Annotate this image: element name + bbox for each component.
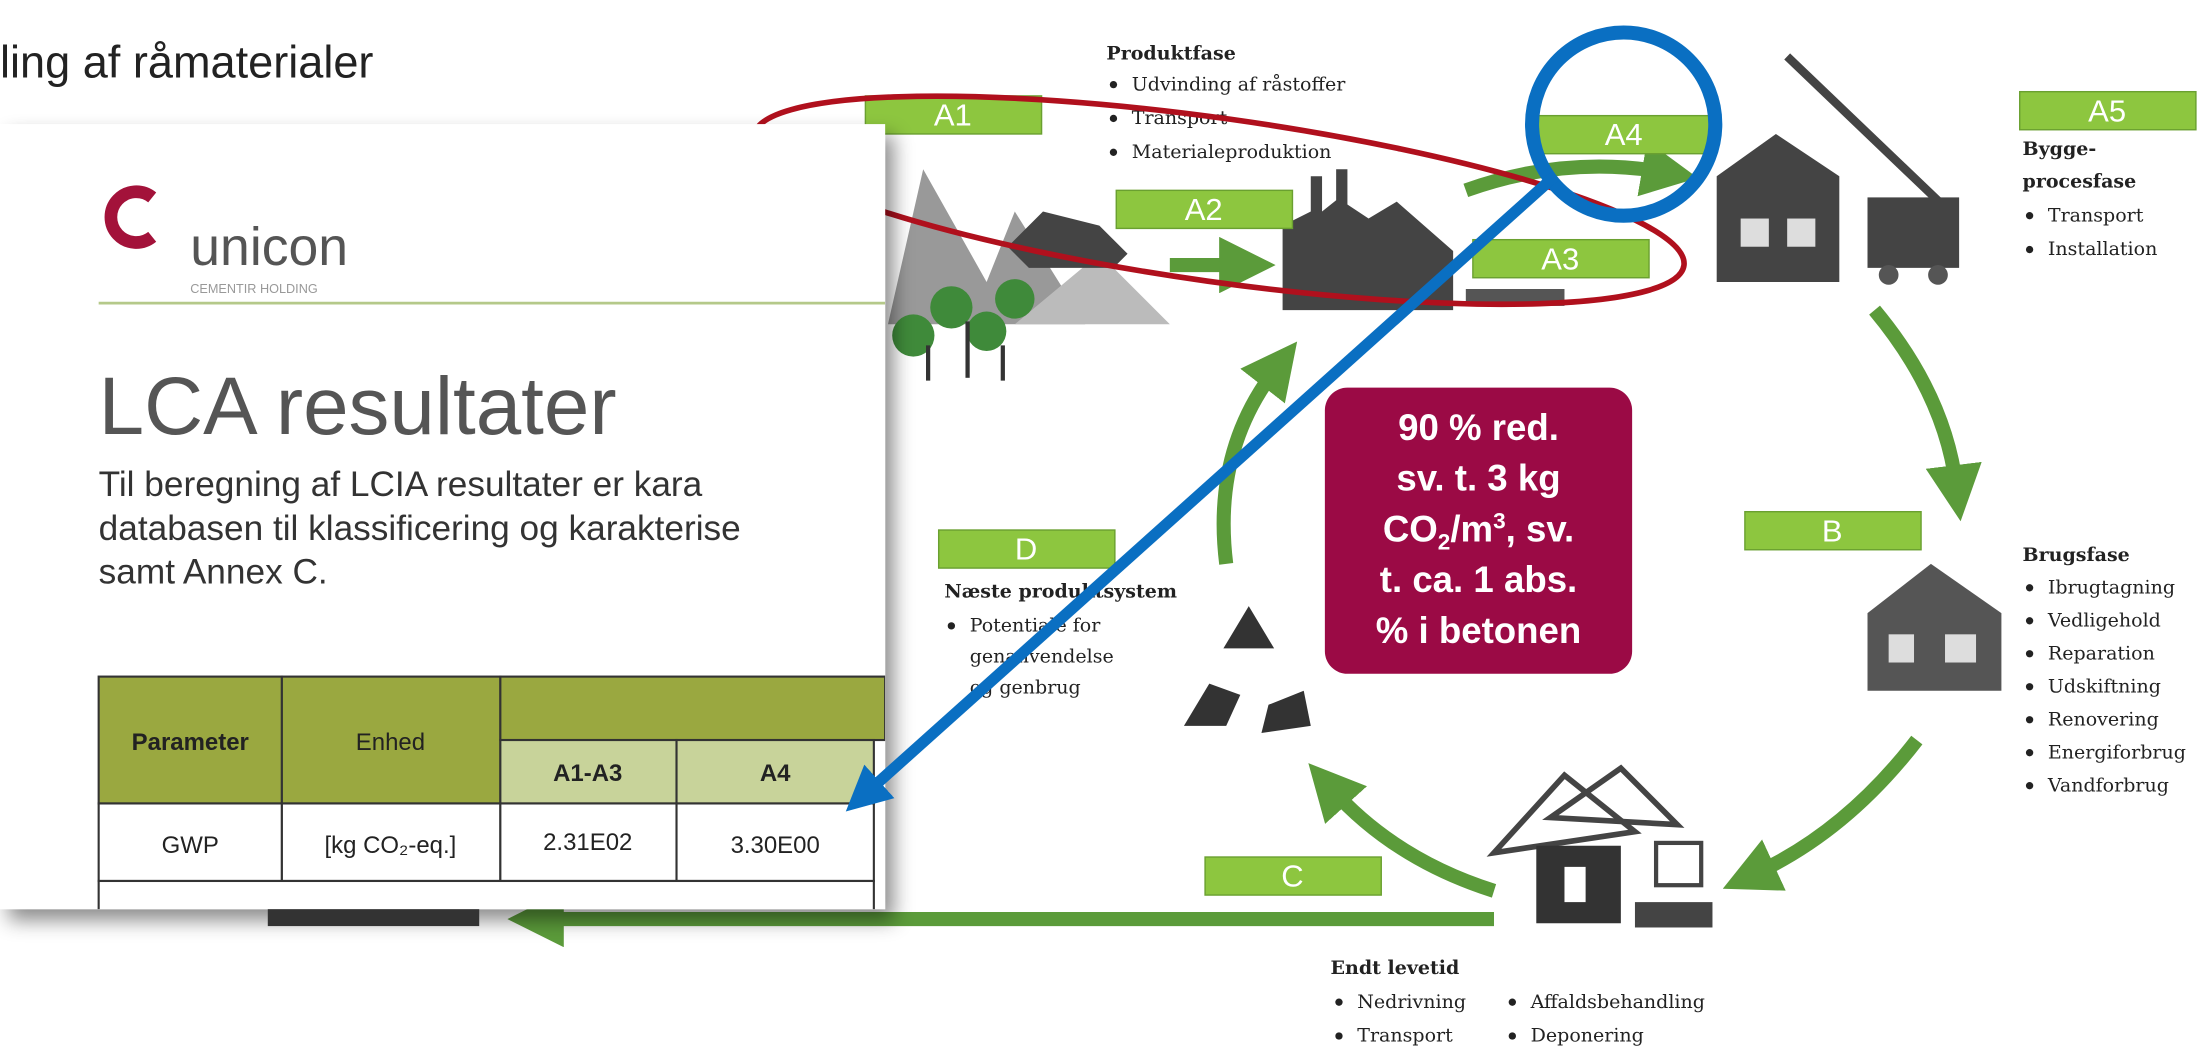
bullet	[2026, 782, 2033, 789]
logo-sub: CEMENTIR HOLDING	[190, 282, 317, 296]
stage-label: D	[1015, 532, 1037, 567]
phase-item: Udvinding af råstoffer	[1132, 73, 1346, 95]
phase-item: Transport	[2048, 204, 2144, 226]
table-cell: GWP	[162, 832, 219, 859]
phase-item: Deponering	[1531, 1025, 1644, 1047]
phase-title: procesfase	[2023, 171, 2137, 193]
bullet	[1110, 149, 1117, 156]
table	[99, 677, 885, 924]
bullet	[1335, 999, 1342, 1006]
bullet	[1509, 1032, 1516, 1039]
table-header: A1-A3	[553, 760, 622, 787]
phase-item: Nedrivning	[1357, 991, 1466, 1013]
bullet	[1110, 115, 1117, 122]
phase-title: Brugsfase	[2023, 544, 2130, 566]
stage-label: C	[1281, 859, 1303, 894]
paragraph-line: samt Annex C.	[99, 553, 328, 592]
callout-part: /m	[1450, 508, 1493, 549]
phase-item: Renovering	[2048, 708, 2159, 730]
background-heading: ling af råmaterialer	[0, 37, 373, 88]
stage-label: A1	[934, 98, 972, 133]
bullet	[2026, 650, 2033, 657]
callout: 90 % red. sv. t. 3 kg CO2/m3, sv. t. ca. 1 …	[1376, 407, 1582, 651]
bullet	[1509, 999, 1516, 1006]
callout-part: 3	[1493, 509, 1506, 534]
bullet	[2026, 716, 2033, 723]
scroll-bar	[268, 909, 479, 926]
paragraph-line: Til beregning af LCIA resultater er kara	[99, 465, 703, 504]
bullet	[948, 622, 955, 629]
bullet	[2026, 212, 2033, 219]
logo: unicon	[190, 218, 348, 277]
slide: ling af råmaterialer A1A2A3A4A5BCD Pro	[0, 0, 2210, 1053]
phase-item: Affaldsbehandling	[1530, 991, 1705, 1013]
table-cell: [kg CO₂-eq.]	[325, 832, 457, 859]
callout-part: , sv.	[1506, 508, 1575, 549]
callout-part: 2	[1438, 530, 1451, 555]
bullet	[2026, 246, 2033, 253]
table-cell: 2.31E02	[543, 829, 632, 856]
callout-line: CO2/m3, sv.	[1383, 508, 1574, 554]
bullet	[2026, 683, 2033, 690]
callout-line: sv. t. 3 kg	[1396, 458, 1560, 499]
phase-item: Reparation	[2048, 642, 2155, 664]
stage-label: A2	[1185, 192, 1223, 227]
phase-item: Potentiale for	[970, 615, 1102, 637]
phase-item: Installation	[2048, 238, 2157, 260]
phase-item: Udskiftning	[2048, 675, 2161, 697]
stage-label: A3	[1541, 241, 1579, 276]
phase-item: genanvendelse	[970, 646, 1114, 668]
phase-item: Materialeproduktion	[1132, 141, 1332, 163]
phase-item: Vedligehold	[2047, 609, 2161, 631]
stage-label: A5	[2088, 93, 2126, 128]
bullet	[2026, 749, 2033, 756]
bullet	[2026, 584, 2033, 591]
callout-line: % i betonen	[1376, 610, 1582, 651]
phase-item: Ibrugtagning	[2048, 576, 2175, 598]
phase-title: Bygge-	[2023, 138, 2097, 160]
phase-item: Vandforbrug	[2047, 774, 2169, 796]
bullet	[2026, 617, 2033, 624]
phase-title: Produktfase	[1106, 42, 1235, 64]
table-header: Parameter	[132, 729, 249, 756]
callout-line: 90 % red.	[1398, 407, 1559, 448]
stage-label: B	[1822, 513, 1843, 548]
phase-item: Energiforbrug	[2048, 741, 2186, 763]
phase-title: Næste produktsystem	[944, 581, 1177, 603]
bullet	[1110, 81, 1117, 88]
callout-part: CO	[1383, 508, 1438, 549]
phase-item: Transport	[1357, 1025, 1453, 1047]
callout-line: t. ca. 1 abs.	[1380, 559, 1577, 600]
bullet	[1335, 1032, 1342, 1039]
table-cell: 3.30E00	[731, 832, 820, 859]
table-header: Enhed	[356, 729, 425, 756]
table-header: A4	[760, 760, 791, 787]
paragraph-line: databasen til klassificering og karakter…	[99, 509, 741, 548]
phase-title: Endt levetid	[1331, 957, 1460, 979]
doc-title: LCA resultater	[99, 361, 617, 452]
stage-label: A4	[1605, 117, 1643, 152]
